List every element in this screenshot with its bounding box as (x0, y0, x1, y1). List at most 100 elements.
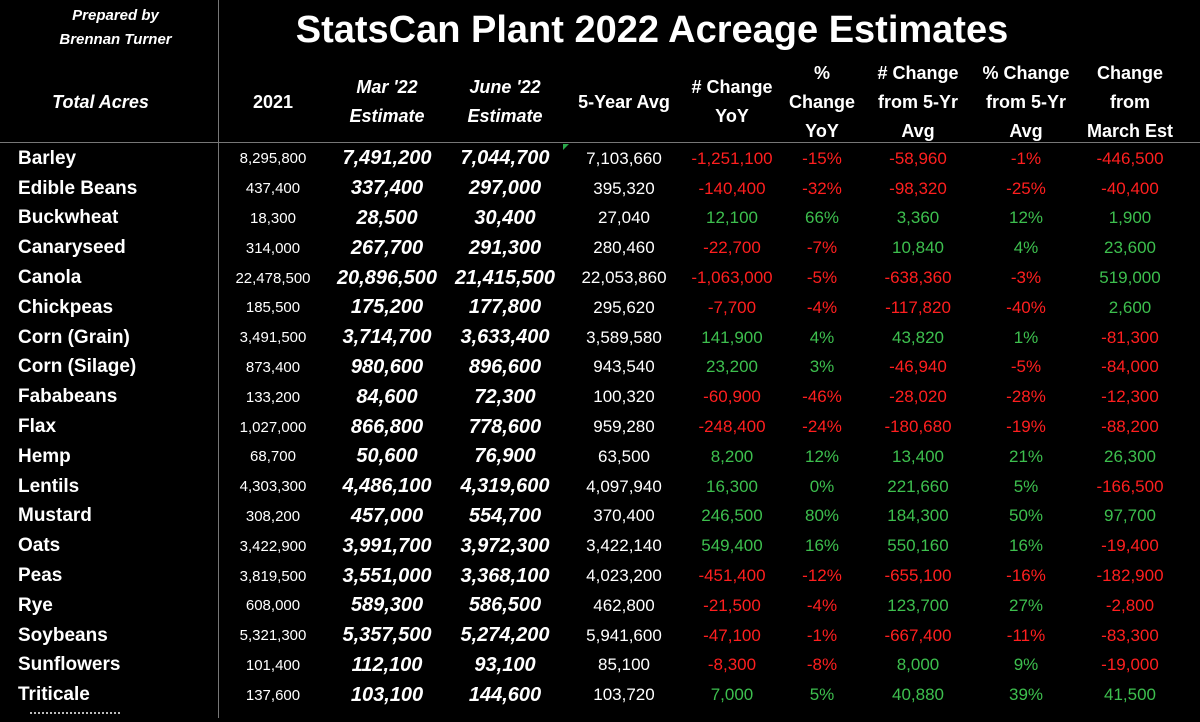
cell-mar: 103,100 (350, 683, 424, 706)
cell-pct5: -25% (1006, 178, 1046, 198)
cell-y2021: 22,478,500 (235, 269, 311, 287)
cell-chg: -451,400 (698, 566, 766, 586)
table-row: Triticale 137,600 103,100 144,600 103,720 7,0… (0, 680, 1200, 710)
cell-avg: 100,320 (593, 387, 655, 407)
cell-mar: 20,896,500 (336, 266, 438, 289)
cell-avg: 370,400 (593, 506, 655, 526)
cell-jun: 76,900 (474, 445, 536, 468)
cell-name: Corn (Silage) (18, 356, 137, 378)
cell-avg: 63,500 (598, 446, 650, 466)
cell-chm: -83,300 (1101, 625, 1159, 645)
cell-y2021: 101,400 (245, 656, 301, 674)
cell-jun: 144,600 (468, 683, 542, 706)
cell-chg5: 123,700 (887, 595, 949, 615)
cell-chg5: -655,100 (884, 566, 952, 586)
cell-pct: -1% (806, 625, 838, 645)
table-row: Corn (Silage) 873,400 980,600 896,600 943,54… (0, 353, 1200, 383)
cell-mar: 7,491,200 (342, 147, 432, 170)
header-pct-change-yoy: % Change YoY (788, 62, 855, 141)
cell-jun: 7,044,700 (460, 147, 550, 170)
cell-name: Lentils (18, 475, 80, 497)
cell-chg5: -667,400 (884, 625, 952, 645)
cell-chg5: -46,940 (889, 357, 947, 377)
table-row: Soybeans 5,321,300 5,357,500 5,274,200 5,941… (0, 621, 1200, 651)
cell-mar: 589,300 (350, 594, 424, 617)
cell-name: Mustard (18, 505, 92, 527)
cell-avg: 22,053,860 (581, 268, 667, 288)
cell-name: Soybeans (18, 624, 108, 646)
cell-name: Buckwheat (18, 207, 119, 229)
cell-pct: -12% (802, 566, 842, 586)
cell-pct: 66% (804, 208, 840, 228)
cell-mar: 337,400 (350, 177, 424, 200)
cell-chm: 41,500 (1104, 685, 1156, 705)
cell-chm: -12,300 (1101, 387, 1159, 407)
cell-y2021: 437,400 (245, 180, 301, 198)
cell-y2021: 8,295,800 (239, 150, 307, 168)
cell-avg: 103,720 (593, 685, 655, 705)
cell-jun: 4,319,600 (460, 475, 550, 498)
cell-chg: -7,700 (707, 297, 757, 317)
cell-chg5: -117,820 (885, 297, 951, 317)
cell-jun: 21,415,500 (454, 266, 556, 289)
cell-jun: 778,600 (468, 415, 542, 438)
cell-avg: 3,589,580 (586, 327, 662, 347)
cell-chg5: 40,880 (892, 685, 944, 705)
cell-avg: 27,040 (598, 208, 650, 228)
cell-chm: 519,000 (1099, 268, 1161, 288)
cell-pct5: -1% (1010, 148, 1042, 168)
cell-mar: 3,551,000 (342, 564, 432, 587)
cell-chm: 97,700 (1104, 506, 1156, 526)
cell-chm: -19,400 (1101, 536, 1159, 556)
cell-y2021: 185,500 (245, 299, 301, 317)
header-5yr-avg: 5-Year Avg (578, 91, 670, 112)
cell-mar: 28,500 (356, 206, 418, 229)
cell-chg5: -58,960 (889, 148, 947, 168)
cell-mar: 3,991,700 (342, 534, 432, 557)
table-row: Peas 3,819,500 3,551,000 3,368,100 4,023,200… (0, 561, 1200, 591)
cell-pct: -15% (802, 148, 842, 168)
cell-chm: -40,400 (1101, 178, 1159, 198)
cell-pct: -24% (802, 417, 842, 437)
cell-mar: 175,200 (350, 296, 424, 319)
cell-avg: 7,103,660 (586, 148, 662, 168)
cell-name: Flax (18, 416, 57, 438)
header-change-5yr: # Change from 5-Yr Avg (877, 62, 959, 141)
cell-chg: 246,500 (701, 506, 763, 526)
table-row: Sunflowers 101,400 112,100 93,100 85,100 -8,3… (0, 651, 1200, 681)
cell-chm: -81,300 (1101, 327, 1159, 347)
cell-y2021: 18,300 (250, 209, 296, 227)
cell-avg: 395,320 (593, 178, 655, 198)
cell-name: Edible Beans (18, 177, 138, 199)
cell-name: Oats (18, 535, 61, 557)
cell-mar: 866,800 (350, 415, 424, 438)
cell-pct: 16% (804, 536, 840, 556)
cell-pct: 12% (804, 446, 840, 466)
cell-pct5: 5% (1013, 476, 1039, 496)
cell-pct5: -3% (1010, 268, 1042, 288)
cell-pct: -4% (806, 297, 838, 317)
cell-pct: -4% (806, 595, 838, 615)
cell-chg5: 43,820 (892, 327, 944, 347)
cell-chm: 23,600 (1104, 238, 1156, 258)
cell-pct: 3% (809, 357, 835, 377)
header-total-acres: Total Acres (52, 91, 149, 112)
header-pct-change-5yr: % Change from 5-Yr Avg (982, 62, 1070, 141)
table-row: Corn (Grain) 3,491,500 3,714,700 3,633,400 3… (0, 323, 1200, 353)
table-row: Buckwheat 18,300 28,500 30,400 27,040 12,100 6… (0, 204, 1200, 234)
cell-name: Triticale (18, 684, 90, 706)
cell-chm: -2,800 (1105, 595, 1155, 615)
cell-pct: -5% (806, 268, 838, 288)
cell-chg: -21,500 (703, 595, 761, 615)
cell-pct5: -28% (1006, 387, 1046, 407)
header-june-estimate: June '22 Estimate (467, 77, 543, 126)
cell-y2021: 3,491,500 (239, 329, 307, 347)
cell-chg5: 8,000 (896, 655, 940, 675)
table-row: Oats 3,422,900 3,991,700 3,972,300 3,422,140… (0, 531, 1200, 561)
cell-avg: 5,941,600 (586, 625, 662, 645)
cell-jun: 3,972,300 (460, 534, 550, 557)
cell-name: Fababeans (18, 386, 118, 408)
cell-pct: -46% (802, 387, 842, 407)
header-change-yoy: # Change YoY (691, 77, 773, 126)
cell-pct: -32% (802, 178, 842, 198)
